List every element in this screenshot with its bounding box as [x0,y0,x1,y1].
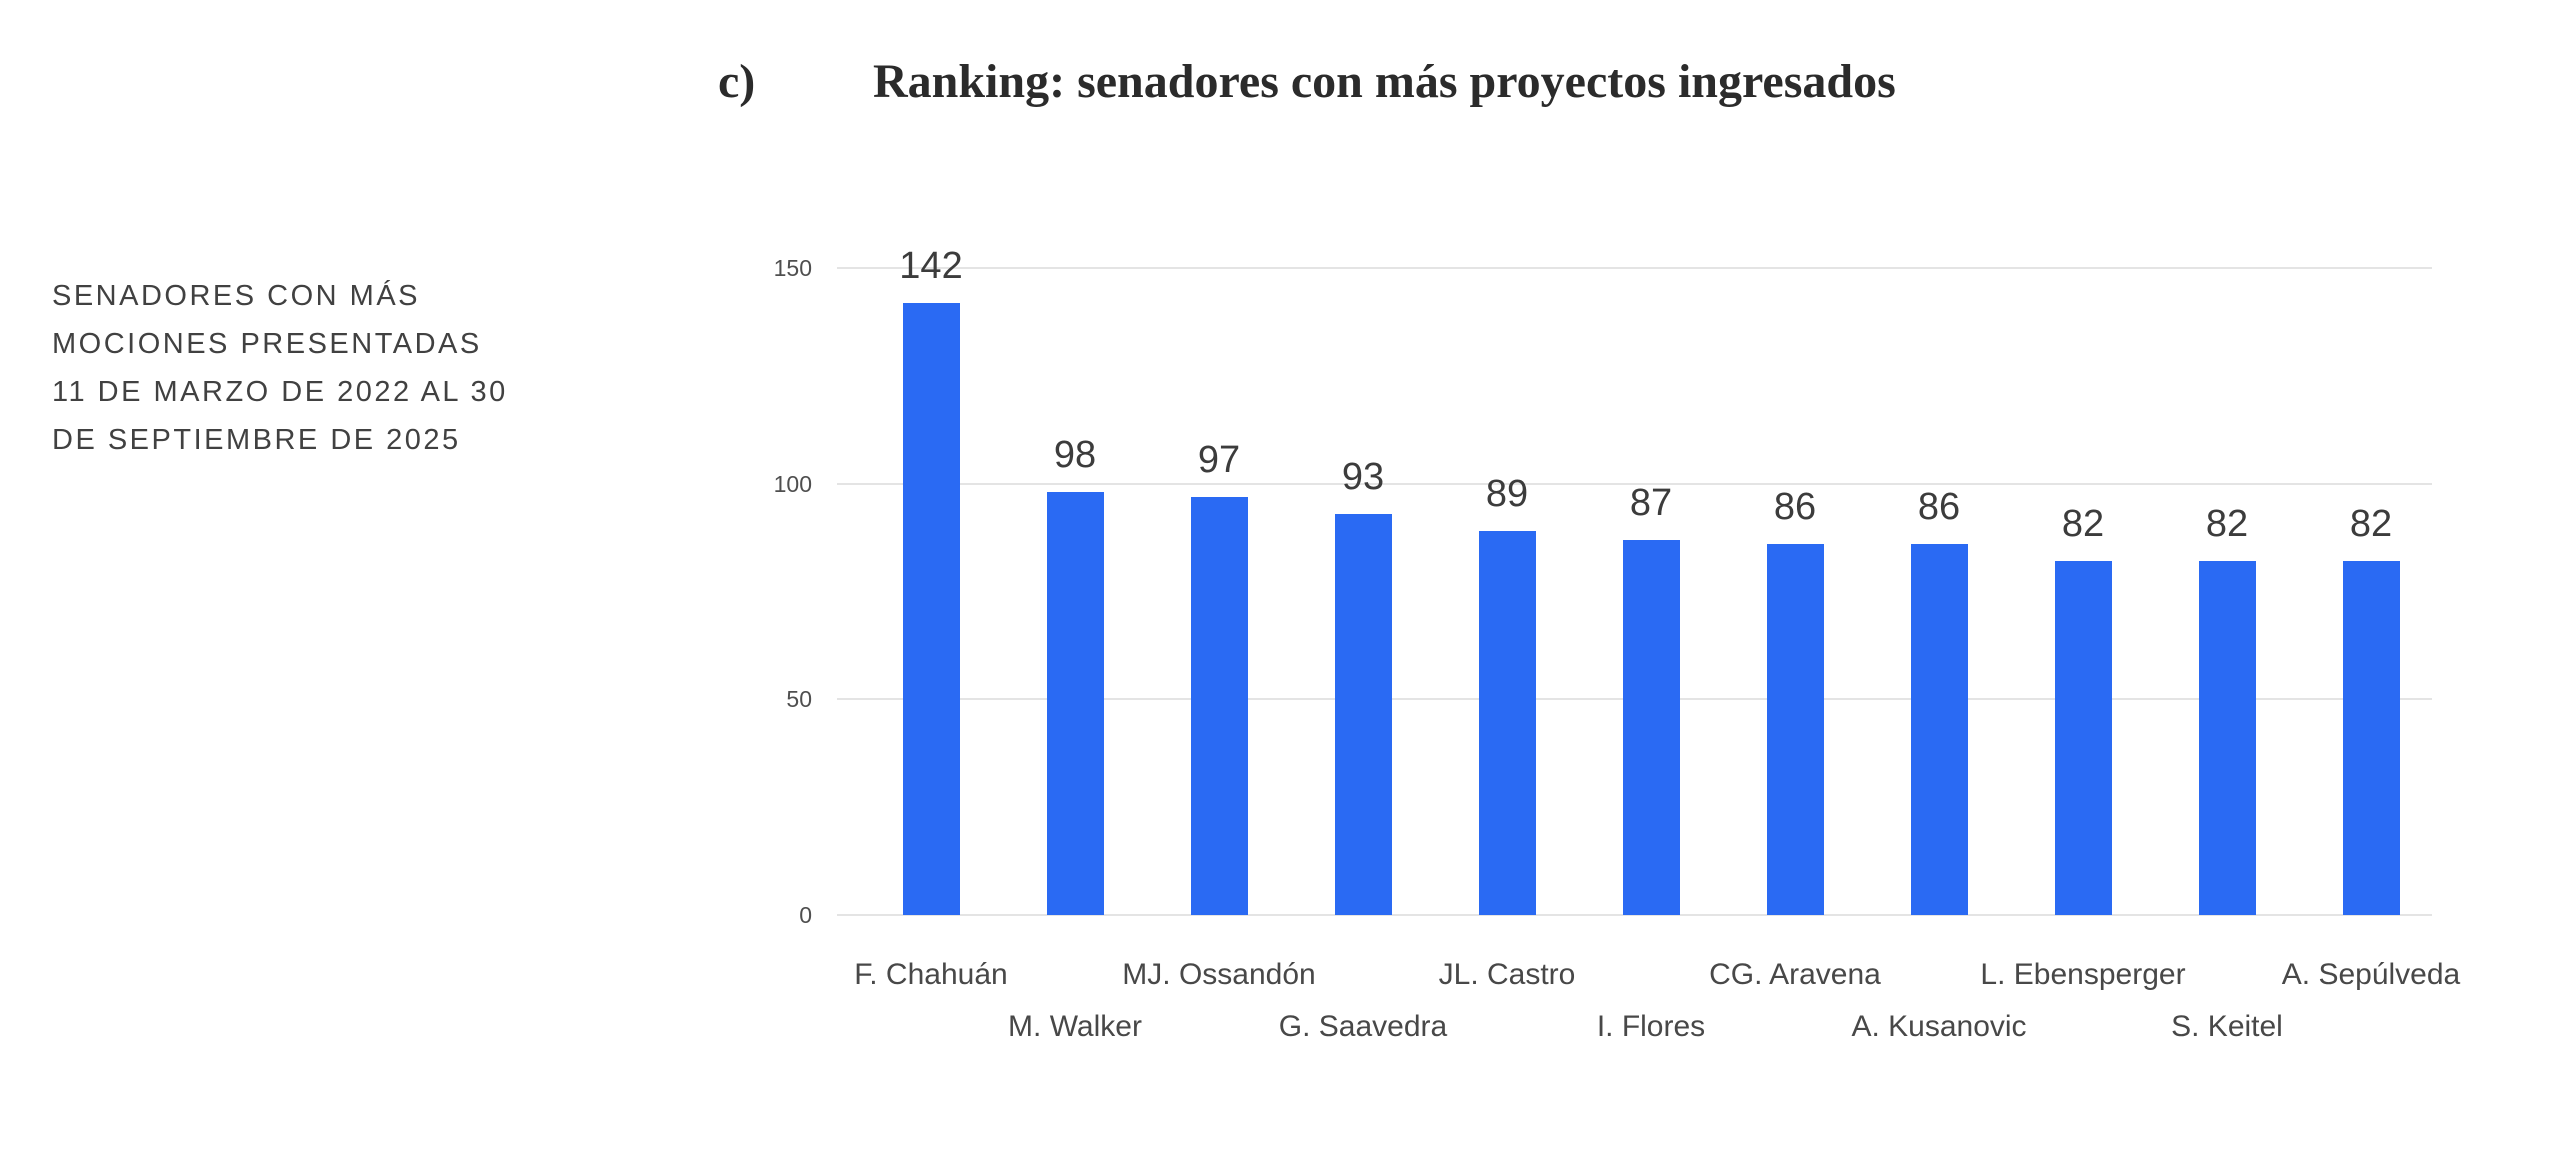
x-axis-category-label: A. Kusanovic [1851,1010,2027,1043]
side-caption: SENADORES CON MÁS MOCIONES PRESENTADAS 1… [52,272,508,464]
bar [1334,513,1392,915]
gridline [837,482,2432,485]
x-axis-category-label: JL. Castro [1438,958,1576,991]
x-axis-category-label: F. Chahuán [854,958,1008,991]
bar [1766,544,1824,915]
bar-value-label: 87 [1629,481,1673,524]
bar-value-label: 93 [1341,455,1385,498]
x-axis-category-label: L. Ebensperger [1980,958,2186,991]
side-caption-line-4: DE SEPTIEMBRE DE 2025 [52,424,461,456]
page-title: Ranking: senadores con más proyectos ing… [873,55,1896,108]
bar [2342,561,2400,915]
x-axis-category-label: M. Walker [1008,1010,1142,1043]
x-axis-category-label: S. Keitel [2171,1010,2283,1043]
heading-index-label: c) [718,55,756,108]
bar-value-label: 82 [2349,503,2393,546]
x-axis-category-label: G. Saavedra [1278,1010,1448,1043]
side-caption-line-1: SENADORES CON MÁS [52,280,420,312]
bar-value-label: 86 [1917,486,1961,529]
bar [1190,496,1248,915]
bar [1046,492,1104,915]
bar [2054,561,2112,915]
x-axis-category-label: MJ. Ossandón [1122,958,1316,991]
bar [1910,544,1968,915]
bar [1478,531,1536,915]
bar-chart: 0 50 100 150 142 F. Chahuán 98 M. Walker 97 MJ. O… [774,247,2461,1043]
chart-heading: c) Ranking: senadores con más proyectos i… [718,55,1896,109]
y-axis-tick-label: 100 [773,470,812,497]
bar [2198,561,2256,915]
gridline [837,914,2432,916]
side-caption-line-2: MOCIONES PRESENTADAS [52,328,482,360]
x-axis-category-label: A. Sepúlveda [2281,958,2461,991]
bar [902,302,960,915]
bar-value-label: 97 [1197,438,1241,481]
bar-value-label: 82 [2205,503,2249,546]
bar [1622,539,1680,915]
x-axis-category-label: I. Flores [1596,1010,1706,1043]
y-axis-tick-label: 50 [786,686,812,713]
bar-value-label: 142 [899,244,963,287]
bar-value-label: 89 [1485,473,1529,516]
x-axis-category-label: CG. Aravena [1709,958,1881,991]
bar-value-label: 98 [1053,434,1097,477]
bar-value-label: 82 [2061,503,2105,546]
y-axis-tick-label: 150 [773,255,812,281]
side-caption-line-3: 11 DE MARZO DE 2022 AL 30 [52,376,508,408]
bar-value-label: 86 [1773,486,1817,529]
gridline [837,267,2432,269]
y-axis-tick-label: 0 [799,902,812,928]
